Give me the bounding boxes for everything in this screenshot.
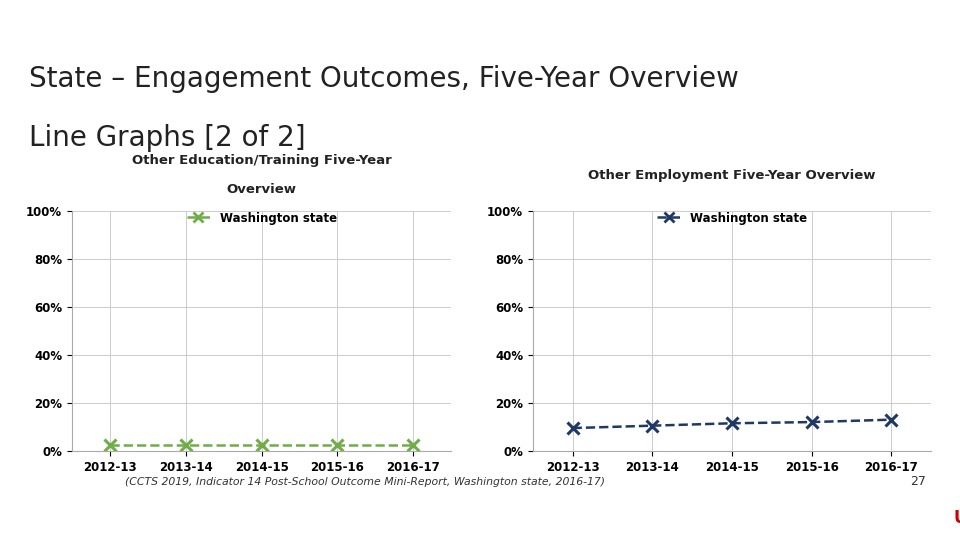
Text: SEATTLE: SEATTLE <box>907 509 960 527</box>
Legend: Washington state: Washington state <box>652 207 812 229</box>
Washington state <box>332 442 344 448</box>
Text: (CCTS 2019, Indicator 14 Post-School Outcome Mini-Report, Washington state, 2016: (CCTS 2019, Indicator 14 Post-School Out… <box>125 477 605 487</box>
Washington state <box>105 442 116 448</box>
Text: Overview: Overview <box>227 183 297 196</box>
Text: Center for Change in Transition Services | www.seattleu.edu/ccts | CC BY 4.0: Center for Change in Transition Services… <box>14 512 414 523</box>
Text: Line Graphs [2 of 2]: Line Graphs [2 of 2] <box>29 124 305 152</box>
Line: Washington state: Washington state <box>105 440 419 450</box>
Washington state <box>255 442 267 448</box>
Text: U: U <box>953 509 960 527</box>
Washington state <box>885 416 897 423</box>
Text: 27: 27 <box>910 475 926 488</box>
Text: State – Engagement Outcomes, Five-Year Overview: State – Engagement Outcomes, Five-Year O… <box>29 65 738 93</box>
Line: Washington state: Washington state <box>567 414 897 434</box>
Legend: Washington state: Washington state <box>181 207 342 229</box>
Text: Other Employment Five-Year Overview: Other Employment Five-Year Overview <box>588 169 876 182</box>
Washington state <box>180 442 192 448</box>
Text: Other Education/Training Five-Year: Other Education/Training Five-Year <box>132 154 392 167</box>
Washington state <box>567 425 579 431</box>
Washington state <box>726 420 737 427</box>
Washington state <box>408 442 420 448</box>
Washington state <box>647 422 659 429</box>
Washington state <box>806 419 818 426</box>
